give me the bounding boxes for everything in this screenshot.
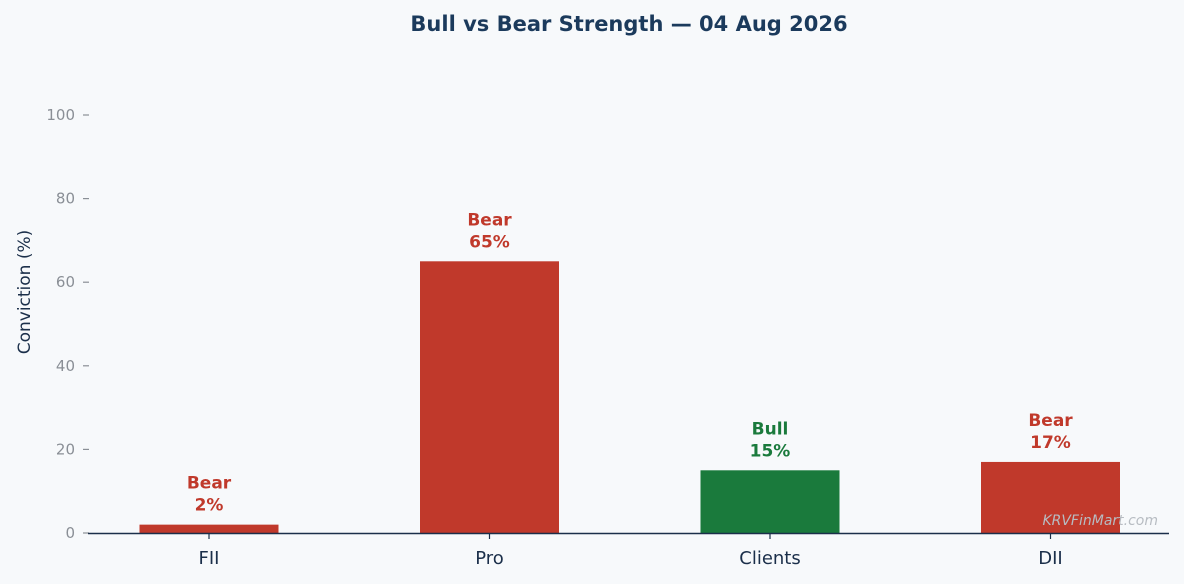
- x-tick-label: Clients: [739, 548, 801, 569]
- y-tick-label: 0: [65, 524, 75, 542]
- y-tick-label: 80: [56, 190, 75, 208]
- y-tick-label: 20: [56, 440, 75, 458]
- y-tick-label: 100: [46, 106, 75, 124]
- bar-fii: [139, 524, 279, 533]
- watermark: KRVFinMart.com: [1042, 513, 1158, 529]
- y-axis: 0 20 40 60 80 100: [46, 106, 89, 542]
- bar-sentiment-label: Bear: [1028, 411, 1073, 431]
- x-tick-label: Pro: [475, 548, 504, 569]
- bar-value-label: 15%: [750, 441, 791, 461]
- bar-value-label: 2%: [195, 496, 224, 516]
- y-axis-label: Conviction (%): [15, 230, 35, 355]
- bar-sentiment-label: Bear: [187, 474, 232, 494]
- bar-value-label: 17%: [1030, 433, 1071, 453]
- x-tick-label: DII: [1038, 548, 1062, 569]
- bar-sentiment-label: Bear: [467, 210, 512, 230]
- bars: [139, 261, 1120, 533]
- x-tick-label: FII: [199, 548, 220, 569]
- bar-clients: [700, 470, 840, 533]
- chart-title: Bull vs Bear Strength — 04 Aug 2026: [410, 12, 847, 36]
- y-tick-label: 60: [56, 273, 75, 291]
- bar-sentiment-label: Bull: [752, 419, 789, 439]
- bar-pro: [420, 261, 559, 533]
- bar-dii: [981, 461, 1120, 533]
- x-axis: FII Pro Clients DII: [88, 532, 1169, 569]
- bar-value-label: 65%: [469, 232, 510, 252]
- y-tick-label: 40: [56, 357, 75, 375]
